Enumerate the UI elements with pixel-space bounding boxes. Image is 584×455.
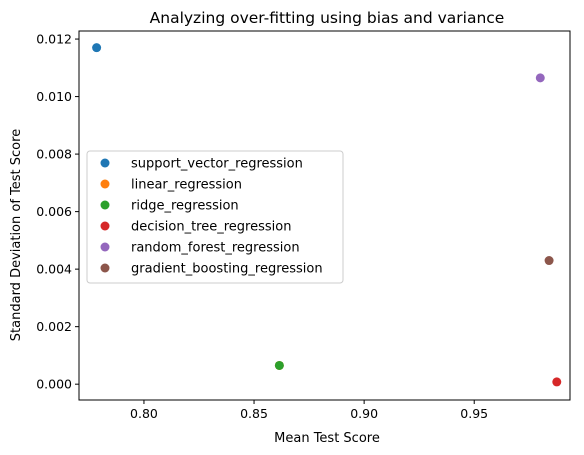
data-point-decision-tree-regression <box>552 377 562 387</box>
data-points <box>92 43 562 387</box>
y-axis-label: Standard Deviation of Test Score <box>9 129 24 341</box>
legend-marker <box>100 263 110 273</box>
x-tick-label: 0.85 <box>240 406 268 421</box>
x-tick-label: 0.95 <box>460 406 488 421</box>
y-tick-label: 0.008 <box>36 147 72 162</box>
legend-marker <box>100 179 110 189</box>
legend: support_vector_regression linear_regressi… <box>86 150 344 284</box>
y-tick-label: 0.006 <box>36 204 72 219</box>
legend-label: ridge_regression <box>131 199 239 214</box>
legend-marker <box>100 158 110 168</box>
data-point-support-vector-regression <box>92 43 102 53</box>
x-tick-label: 0.90 <box>350 406 378 421</box>
legend-marker <box>100 221 110 231</box>
y-tick-label: 0.012 <box>36 32 72 47</box>
data-point-ridge-regression <box>274 360 284 370</box>
y-tick-label: 0.004 <box>36 262 72 277</box>
legend-marker <box>100 200 110 210</box>
y-tick-label: 0.002 <box>36 319 72 334</box>
legend-label: decision_tree_regression <box>131 220 291 235</box>
x-tick-label: 0.80 <box>130 406 158 421</box>
data-point-random-forest-regression <box>535 73 545 83</box>
x-axis: 0.80 0.85 0.90 0.95 <box>130 400 488 421</box>
legend-label: random_forest_regression <box>131 241 300 256</box>
legend-label: linear_regression <box>131 178 242 193</box>
chart-title: Analyzing over-fitting using bias and va… <box>150 9 505 27</box>
y-tick-label: 0.000 <box>36 377 72 392</box>
data-point-gradient-boosting-regression <box>544 256 554 266</box>
legend-label: support_vector_regression <box>131 157 303 172</box>
y-tick-label: 0.010 <box>36 89 72 104</box>
x-axis-label: Mean Test Score <box>274 431 380 446</box>
y-axis: 0.000 0.002 0.004 0.006 0.008 0.010 0.012 <box>36 32 79 392</box>
legend-label: gradient_boosting_regression <box>131 262 323 277</box>
legend-marker <box>100 242 110 252</box>
legend-box <box>86 150 344 284</box>
